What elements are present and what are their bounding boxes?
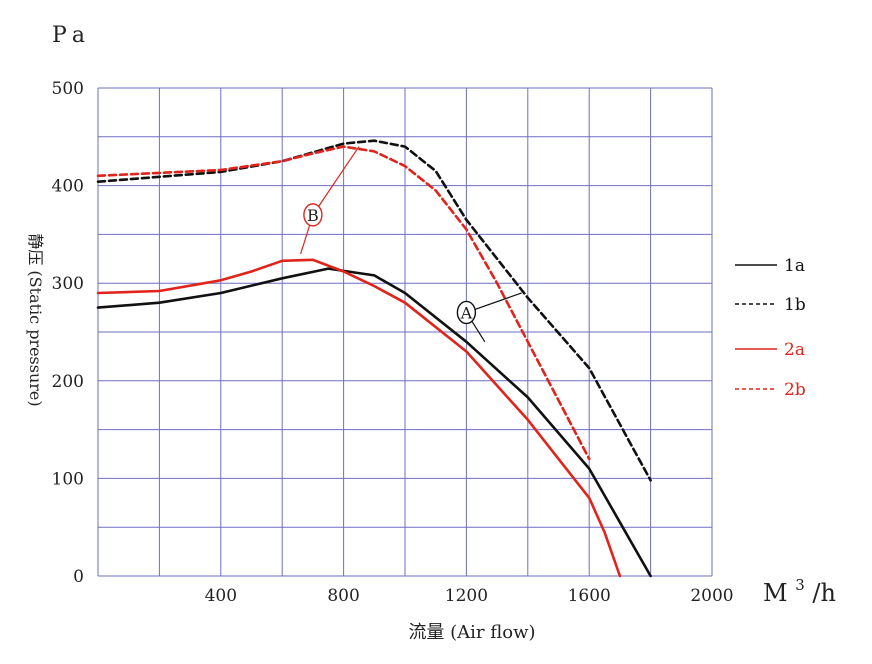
series-line-1a (96, 267, 652, 578)
series-layer (96, 139, 652, 578)
y-tick-label: 500 (52, 79, 84, 99)
y-tick-label: 400 (52, 177, 84, 197)
legend-label-2b: 2b (784, 380, 806, 400)
series-line-2a (96, 258, 622, 578)
x-tick-label: 2000 (690, 586, 733, 606)
legend: 1a 1b 2a 2b (735, 256, 806, 400)
series-line-2b (96, 145, 591, 461)
x-tick-label: 1600 (568, 586, 611, 606)
x-tick-label: 1200 (445, 586, 488, 606)
x-tick-label: 400 (205, 586, 237, 606)
annotation-label-A: A (460, 303, 473, 322)
y-axis-label: 静压 (Static pressure) (26, 233, 45, 406)
annotation-circle-A (456, 300, 477, 325)
legend-label-1b: 1b (784, 295, 806, 315)
y-tick-label: 0 (73, 567, 84, 587)
annotation-circle-B (303, 203, 323, 227)
annotation-label-B: B (307, 206, 319, 225)
y-tick-label: 300 (52, 274, 84, 294)
x-unit-sup: 3 (795, 576, 805, 594)
legend-label-2a: 2a (784, 340, 805, 360)
x-tick-label: 800 (327, 586, 359, 606)
y-unit-label: Pa (52, 23, 91, 48)
x-unit-rest: /h (812, 579, 836, 607)
tick-labels: 400 800 1200 1600 2000 0 100 200 300 400 500 (52, 79, 734, 606)
legend-label-1a: 1a (784, 256, 805, 276)
y-tick-label: 200 (52, 372, 84, 392)
annotation-leader-B (312, 146, 360, 216)
x-axis-label: 流量 (Air flow) (408, 622, 535, 643)
x-unit-label: M 3 /h (763, 568, 836, 607)
x-unit-base: M (763, 579, 788, 607)
annotation-layer: AB (300, 146, 522, 343)
y-tick-label: 100 (52, 469, 84, 489)
series-line-1b (96, 139, 652, 482)
grid (97, 87, 713, 577)
